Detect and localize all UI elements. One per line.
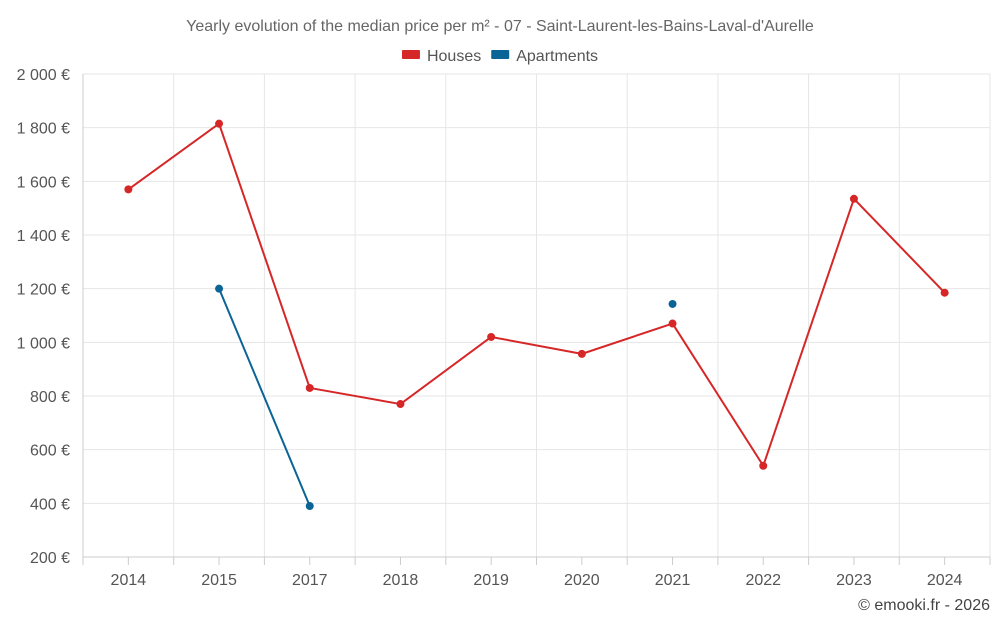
x-tick-label: 2024 bbox=[927, 572, 963, 589]
apartments-point[interactable] bbox=[668, 299, 677, 308]
legend: Houses Apartments bbox=[401, 48, 598, 65]
apartments-point[interactable] bbox=[215, 284, 224, 293]
houses-point[interactable] bbox=[577, 349, 586, 358]
houses-point[interactable] bbox=[124, 185, 133, 194]
houses-point[interactable] bbox=[849, 194, 858, 203]
y-tick-label: 1 800 € bbox=[17, 121, 70, 138]
y-tick-label: 1 600 € bbox=[17, 174, 70, 191]
credit-text: © emooki.fr - 2026 bbox=[858, 597, 990, 614]
houses-point[interactable] bbox=[759, 461, 768, 470]
x-tick-label: 2017 bbox=[292, 572, 328, 589]
x-tick-label: 2020 bbox=[564, 572, 600, 589]
x-tick-label: 2015 bbox=[201, 572, 237, 589]
y-tick-label: 1 200 € bbox=[17, 282, 70, 299]
apartments-point[interactable] bbox=[305, 502, 314, 511]
y-tick-label: 1 000 € bbox=[17, 335, 70, 352]
y-tick-label: 2 000 € bbox=[17, 67, 70, 84]
legend-swatch-apartments[interactable] bbox=[491, 50, 510, 59]
x-tick-label: 2014 bbox=[111, 572, 147, 589]
houses-point[interactable] bbox=[487, 332, 496, 341]
houses-point[interactable] bbox=[396, 400, 405, 409]
apartments-line bbox=[218, 288, 311, 507]
houses-point[interactable] bbox=[940, 288, 949, 297]
y-tick-label: 600 € bbox=[30, 443, 70, 460]
axes: 200 € 400 € 600 € 800 € 1 000 € 1 200 € 1 400 … bbox=[17, 67, 991, 589]
houses-point[interactable] bbox=[668, 319, 677, 328]
series-layer bbox=[124, 119, 949, 511]
grid-lines bbox=[83, 73, 991, 557]
series-houses bbox=[124, 119, 949, 470]
chart-title: Yearly evolution of the median price per… bbox=[186, 18, 814, 35]
y-tick-label: 1 400 € bbox=[17, 228, 70, 245]
x-tick-label: 2021 bbox=[655, 572, 691, 589]
houses-line bbox=[127, 122, 946, 467]
y-tick-label: 800 € bbox=[30, 389, 70, 406]
legend-swatch-houses[interactable] bbox=[401, 50, 420, 59]
x-tick-label: 2022 bbox=[745, 572, 781, 589]
legend-label-apartments[interactable]: Apartments bbox=[516, 48, 598, 65]
houses-point[interactable] bbox=[305, 383, 314, 392]
x-tick-label: 2023 bbox=[836, 572, 872, 589]
legend-label-houses[interactable]: Houses bbox=[427, 48, 481, 65]
y-tick-label: 200 € bbox=[30, 550, 70, 567]
series-apartments bbox=[215, 284, 677, 511]
y-tick-label: 400 € bbox=[30, 496, 70, 513]
x-tick-label: 2019 bbox=[473, 572, 509, 589]
houses-point[interactable] bbox=[215, 119, 224, 128]
x-tick-label: 2018 bbox=[383, 572, 419, 589]
